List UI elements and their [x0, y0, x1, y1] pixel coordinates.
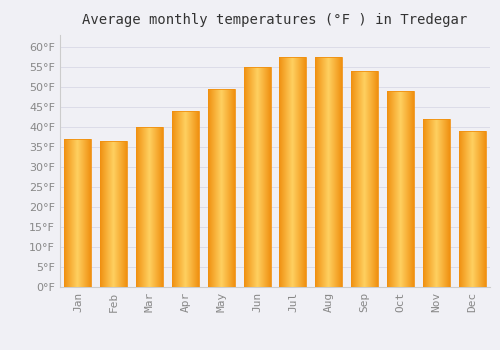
Bar	[423, 119, 450, 287]
Bar	[100, 141, 127, 287]
Bar	[316, 57, 342, 287]
Bar	[387, 91, 414, 287]
Bar	[351, 71, 378, 287]
Title: Average monthly temperatures (°F ) in Tredegar: Average monthly temperatures (°F ) in Tr…	[82, 13, 468, 27]
Bar	[458, 131, 485, 287]
Bar	[172, 111, 199, 287]
Bar	[280, 57, 306, 287]
Bar	[208, 89, 234, 287]
Bar	[244, 67, 270, 287]
Bar	[64, 139, 92, 287]
Bar	[136, 127, 163, 287]
